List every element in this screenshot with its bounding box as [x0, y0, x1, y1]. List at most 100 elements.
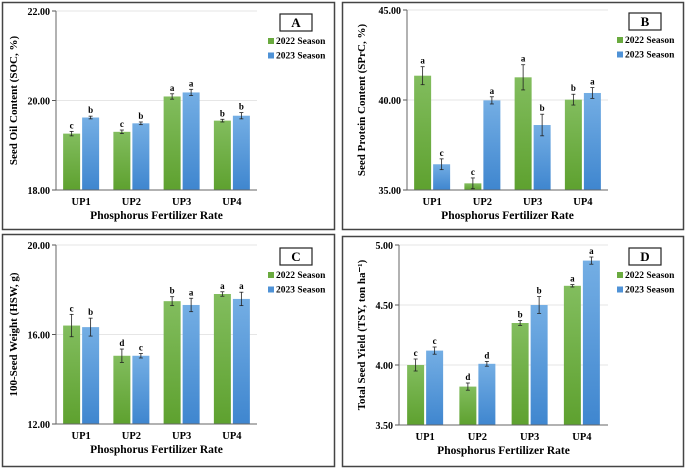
bar-up1-2022: [63, 325, 81, 424]
significance-letter: b: [88, 307, 93, 317]
x-tick-label: UP2: [468, 432, 487, 443]
significance-letter: d: [119, 338, 124, 348]
significance-letter: a: [570, 274, 575, 284]
x-tick-label: UP1: [416, 432, 435, 443]
significance-letter: a: [239, 281, 244, 291]
y-axis-title: Total Seed Yield (TSY, ton ha⁻¹): [356, 259, 368, 410]
legend-swatch: [617, 37, 623, 43]
bar-up3-2022: [514, 77, 532, 190]
significance-letter: a: [220, 281, 225, 291]
bar-up4-2022: [213, 294, 231, 424]
y-tick-label: 5.00: [376, 241, 394, 252]
x-tick-label: UP3: [172, 197, 191, 208]
significance-letter: a: [521, 54, 526, 64]
significance-letter: d: [484, 350, 489, 360]
x-tick-label: UP1: [72, 197, 91, 208]
x-axis-title: Phosphorus Fertilizer Rate: [90, 210, 223, 222]
significance-letter: c: [120, 119, 124, 129]
significance-letter: d: [465, 372, 470, 382]
significance-letter: b: [88, 105, 93, 115]
significance-letter: a: [590, 77, 595, 87]
x-tick-label: UP2: [122, 197, 141, 208]
significance-letter: c: [414, 348, 418, 358]
bar-up3-2022: [163, 96, 181, 190]
bar-up3-2023: [182, 304, 200, 424]
bar-up4-2023: [582, 260, 600, 425]
legend-swatch: [617, 286, 623, 293]
significance-letter: c: [70, 120, 74, 130]
significance-letter: a: [490, 86, 495, 96]
significance-letter: b: [518, 310, 523, 320]
panel-a: 18.00 20.00 22.00 c b UP1 c b UP2 a a UP3 b b UP4 Phosp…: [1, 1, 336, 231]
significance-letter: b: [537, 286, 542, 296]
legend-label: 2023 Season: [276, 286, 326, 296]
significance-letter: a: [420, 56, 425, 66]
bar-up2-2022: [113, 131, 131, 190]
y-tick-label: 40.00: [379, 96, 402, 107]
legend-label: 2022 Season: [625, 36, 675, 46]
y-tick-label: 35.00: [379, 186, 402, 197]
panel-label-box: [628, 12, 662, 31]
bar-up2-2023: [483, 100, 501, 190]
y-tick-label: 22.00: [28, 7, 51, 18]
panel-label: D: [640, 249, 649, 264]
legend-swatch: [268, 286, 274, 293]
bar-up1-2023: [82, 327, 100, 424]
bar-up3-2023: [530, 305, 548, 425]
bar-up2-2022: [459, 386, 477, 425]
bar-up3-2022: [163, 301, 181, 424]
significance-letter: a: [189, 287, 194, 297]
y-tick-label: 12.00: [28, 420, 51, 431]
significance-letter: b: [540, 103, 545, 113]
legend-swatch: [268, 272, 274, 278]
significance-letter: b: [170, 286, 175, 296]
y-axis-title: Seed Protein Content (SPrC, %): [356, 24, 368, 177]
legend-label: 2023 Season: [625, 51, 675, 61]
x-tick-label: UP3: [523, 197, 542, 208]
bar-up4-2023: [583, 92, 601, 190]
y-tick-label: 4.00: [376, 361, 394, 372]
legend-label: 2022 Season: [625, 271, 675, 281]
x-tick-label: UP4: [572, 432, 592, 443]
y-tick-label: 18.00: [28, 186, 51, 197]
bar-up4-2022: [213, 120, 231, 190]
significance-letter: a: [589, 246, 594, 256]
bar-up4-2023: [232, 115, 250, 190]
x-tick-label: UP4: [573, 197, 593, 208]
bar-up1-2022: [407, 365, 425, 425]
x-tick-label: UP3: [172, 431, 191, 442]
bar-up1-2023: [82, 117, 100, 190]
significance-letter: b: [239, 102, 244, 112]
y-axis-title: 100-Seed Weight (HSW, g): [8, 272, 20, 396]
legend-swatch: [617, 272, 623, 278]
y-tick-label: 3.50: [376, 421, 394, 432]
panel-label: A: [291, 15, 301, 30]
significance-letter: c: [440, 148, 444, 158]
significance-letter: b: [220, 108, 225, 118]
x-tick-label: UP2: [122, 431, 141, 442]
significance-letter: a: [170, 83, 175, 93]
y-tick-label: 4.50: [376, 301, 394, 312]
legend-label: 2022 Season: [276, 37, 326, 47]
significance-letter: c: [139, 343, 143, 353]
x-axis-title: Phosphorus Fertilizer Rate: [437, 445, 570, 457]
bar-up2-2023: [478, 363, 496, 425]
significance-letter: c: [70, 303, 74, 313]
bar-up1-2023: [426, 350, 444, 425]
panel-label-box: [279, 247, 313, 266]
panel-label: C: [291, 249, 300, 264]
x-tick-label: UP4: [222, 431, 242, 442]
panel-label: B: [641, 14, 650, 29]
panel-b: 35.00 40.00 45.00 a c UP1 c a UP2 a b UP3 b a UP4 Phosp…: [341, 1, 685, 231]
significance-letter: a: [189, 78, 194, 88]
bar-up2-2022: [113, 355, 131, 424]
panel-label-box: [279, 13, 313, 32]
x-axis-title: Phosphorus Fertilizer Rate: [441, 210, 574, 222]
panel-c: 12.00 16.00 20.00 c b UP1 d c UP2 b a UP3 a a UP4 Phosp…: [1, 233, 336, 468]
x-axis-title: Phosphorus Fertilizer Rate: [90, 444, 223, 456]
x-tick-label: UP1: [72, 431, 91, 442]
panel-label-box: [628, 247, 662, 266]
bar-up2-2023: [132, 355, 150, 424]
bar-up3-2023: [533, 125, 551, 190]
